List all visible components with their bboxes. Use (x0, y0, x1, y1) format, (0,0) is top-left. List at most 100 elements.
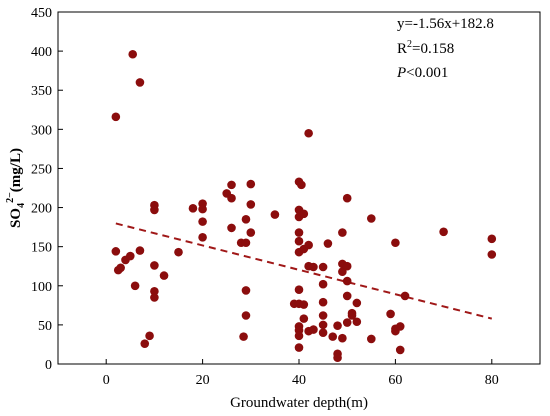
data-point (487, 250, 497, 259)
r-squared-value: =0.158 (412, 41, 454, 57)
y-tick-label: 450 (31, 6, 52, 21)
data-point (130, 281, 140, 291)
regression-annotation: y=-1.56x+182.8 R2=0.158 P<0.001 (396, 16, 494, 81)
trendline (115, 222, 493, 320)
x-tick-label: 20 (196, 373, 210, 388)
data-point (352, 298, 362, 308)
data-point (342, 193, 352, 203)
y-tick-label: 400 (31, 45, 52, 60)
data-point (386, 309, 395, 319)
data-point (299, 300, 309, 309)
data-point (241, 214, 251, 224)
y-tick-label: 100 (31, 280, 52, 295)
y-axis-title-base: SO (8, 208, 24, 228)
data-point (198, 232, 207, 242)
x-tick-label: 0 (103, 373, 110, 388)
data-point (241, 311, 251, 320)
data-point (241, 238, 251, 248)
data-point (294, 285, 304, 294)
p-value-letter: P (396, 65, 406, 81)
data-point (347, 311, 357, 320)
data-point (342, 291, 352, 301)
data-point (400, 291, 410, 301)
data-point (299, 314, 309, 323)
data-point (174, 247, 183, 257)
data-point (150, 205, 159, 215)
y-axis-title: SO42−(mg/L) (5, 148, 27, 228)
x-tick-label: 40 (292, 373, 306, 388)
data-point (150, 261, 159, 270)
data-point (198, 217, 207, 226)
data-point (227, 180, 236, 190)
data-point (246, 200, 256, 209)
data-point (135, 78, 145, 87)
y-tick-label: 200 (31, 202, 52, 217)
data-point (304, 240, 313, 250)
data-point (294, 228, 304, 237)
data-point (342, 276, 352, 286)
data-point (395, 322, 405, 331)
data-point (309, 325, 318, 334)
x-tick-label: 80 (485, 373, 499, 388)
data-point (198, 204, 207, 214)
data-point (318, 297, 328, 307)
data-point (128, 49, 138, 59)
y-axis: 0 50 100 150 200 250 300 350 400 450 (31, 6, 63, 373)
data-point (135, 246, 145, 255)
data-points (111, 49, 497, 363)
p-value-value: <0.001 (406, 65, 448, 81)
data-point (270, 210, 280, 219)
data-point (352, 317, 362, 327)
data-point (391, 238, 400, 248)
r-squared-sup: 2 (407, 39, 412, 50)
data-point (239, 332, 248, 341)
data-point (318, 311, 328, 320)
data-point (227, 223, 236, 233)
data-point (333, 321, 342, 330)
x-axis: 0 20 40 60 80 (103, 359, 499, 388)
data-point (145, 331, 154, 341)
data-point (318, 328, 328, 338)
data-point (487, 234, 497, 244)
data-point (309, 262, 318, 272)
data-point (116, 263, 125, 273)
y-axis-title-sup: 2− (5, 192, 16, 203)
data-point (342, 318, 352, 327)
data-point (140, 339, 150, 348)
data-point (323, 239, 333, 248)
data-point (159, 271, 169, 280)
data-point (294, 331, 304, 341)
data-point (294, 236, 304, 246)
data-point (246, 179, 256, 189)
r-squared-base: R (397, 41, 407, 57)
data-point (241, 286, 251, 295)
x-axis-title: Groundwater depth(m) (230, 395, 368, 411)
data-point (328, 332, 338, 341)
data-point (338, 228, 347, 237)
data-point (367, 334, 376, 344)
data-point (150, 293, 159, 302)
data-point (342, 261, 352, 271)
r-squared-label: R2=0.158 (397, 39, 454, 57)
data-point (439, 227, 448, 237)
equation-label: y=-1.56x+182.8 (397, 16, 494, 32)
y-tick-label: 0 (45, 358, 52, 373)
data-point (111, 247, 121, 256)
data-point (304, 128, 313, 138)
trendline-group (115, 222, 493, 320)
x-tick-label: 60 (388, 373, 402, 388)
y-tick-label: 50 (38, 319, 52, 334)
y-tick-label: 300 (31, 123, 52, 138)
data-point (318, 320, 328, 330)
y-axis-title-unit: (mg/L) (8, 148, 24, 192)
y-axis-title-sub: 4 (16, 203, 27, 208)
data-point (318, 262, 328, 272)
data-point (227, 193, 236, 203)
data-point (318, 279, 328, 289)
data-point (333, 353, 342, 363)
y-tick-label: 350 (31, 84, 52, 99)
data-point (299, 209, 309, 219)
y-tick-label: 250 (31, 162, 52, 177)
data-point (126, 251, 135, 261)
